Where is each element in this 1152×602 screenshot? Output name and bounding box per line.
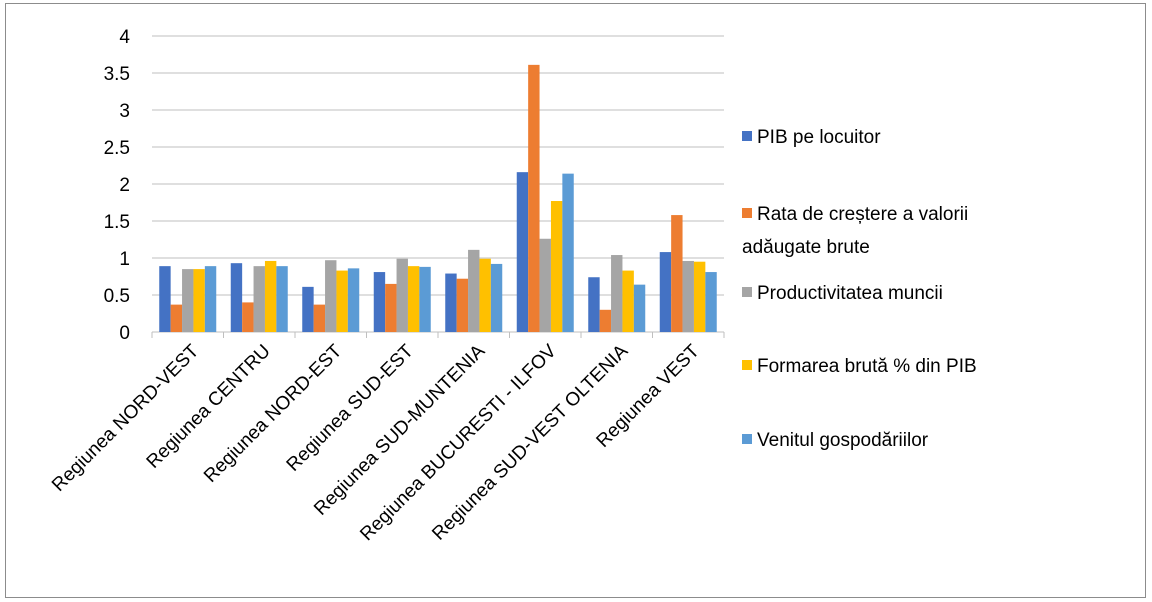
y-tick-label: 3.5 — [104, 64, 130, 85]
legend-swatch — [742, 287, 752, 297]
legend-swatch — [742, 360, 752, 370]
bar — [445, 273, 457, 332]
y-tick-label: 0.5 — [104, 286, 130, 307]
y-tick-label: 4 — [119, 27, 130, 48]
y-tick-label: 2 — [119, 175, 130, 196]
legend-label: Venitul gospodăriilor — [757, 430, 929, 451]
y-tick-label: 3 — [119, 101, 130, 122]
bar — [468, 249, 480, 332]
bar — [242, 302, 254, 332]
y-tick-label: 1 — [119, 249, 130, 270]
bar — [611, 255, 623, 332]
bar — [204, 266, 217, 332]
legend-swatch — [742, 131, 752, 141]
bar — [276, 266, 288, 332]
bar — [588, 277, 600, 332]
bar — [516, 172, 529, 332]
bar — [407, 266, 420, 332]
bar — [479, 258, 491, 332]
bar — [253, 266, 265, 332]
bar — [159, 266, 171, 332]
bar — [622, 270, 634, 332]
bar — [659, 252, 672, 332]
bar — [373, 272, 386, 332]
legend-swatch — [742, 208, 752, 218]
bar — [693, 261, 706, 332]
y-tick-label: 1.5 — [104, 212, 130, 233]
bar — [633, 284, 646, 332]
bar — [671, 215, 683, 332]
bar — [396, 258, 408, 332]
bar — [528, 64, 540, 333]
legend-swatch — [742, 434, 752, 444]
bar — [336, 270, 348, 332]
x-tick-label: Regiunea SUD-EST — [283, 340, 418, 475]
bar — [230, 263, 243, 332]
bar — [302, 286, 314, 332]
bar — [182, 269, 194, 332]
bar — [705, 272, 717, 332]
bar — [385, 283, 397, 332]
legend-label: Formarea brută % din PIB — [757, 356, 977, 377]
y-tick-label: 0 — [119, 323, 130, 344]
bar — [419, 266, 431, 332]
bar — [562, 173, 574, 332]
bar — [264, 260, 277, 332]
bar — [313, 304, 326, 332]
bar — [550, 201, 563, 332]
bar — [539, 238, 551, 332]
bar — [456, 278, 469, 332]
x-tick-label: Regiunea CENTRU — [143, 341, 275, 473]
x-tick-label: Regiunea NORD-EST — [200, 340, 347, 487]
bar — [193, 269, 205, 332]
legend-label: PIB pe locuitor — [757, 127, 881, 148]
bar — [490, 263, 503, 332]
y-tick-label: 2.5 — [104, 138, 130, 159]
bar — [347, 268, 360, 332]
bar — [682, 260, 694, 332]
bar — [599, 309, 612, 332]
bar — [170, 304, 183, 332]
legend-label: Productivitatea muncii — [757, 283, 943, 304]
legend-label: Rata de creștere a valorii adăugate brute — [742, 204, 968, 258]
bar — [325, 260, 337, 332]
x-tick-label: Regiunea NORD-VEST — [48, 340, 204, 496]
